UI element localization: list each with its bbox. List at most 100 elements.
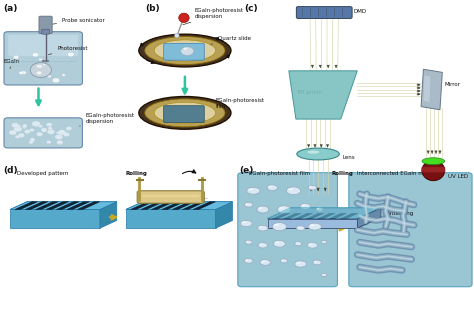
Text: EGaIn-photoresist
dispersion: EGaIn-photoresist dispersion <box>183 8 243 25</box>
Text: Developed pattern: Developed pattern <box>17 171 69 176</box>
Ellipse shape <box>422 160 445 181</box>
Ellipse shape <box>245 240 252 244</box>
Circle shape <box>57 140 63 145</box>
Polygon shape <box>130 202 153 209</box>
Circle shape <box>43 64 46 66</box>
Circle shape <box>22 124 27 127</box>
Ellipse shape <box>300 203 310 209</box>
Ellipse shape <box>279 207 284 209</box>
FancyBboxPatch shape <box>39 16 52 33</box>
Ellipse shape <box>286 187 301 195</box>
Circle shape <box>19 71 23 74</box>
Circle shape <box>42 130 46 132</box>
Ellipse shape <box>36 65 42 68</box>
Ellipse shape <box>309 186 312 187</box>
Ellipse shape <box>272 223 286 231</box>
Ellipse shape <box>259 244 263 245</box>
FancyBboxPatch shape <box>349 173 472 287</box>
Ellipse shape <box>248 188 253 190</box>
Polygon shape <box>10 202 117 209</box>
Polygon shape <box>340 213 358 219</box>
Polygon shape <box>36 202 58 209</box>
Polygon shape <box>318 213 335 219</box>
Polygon shape <box>216 202 232 228</box>
Circle shape <box>66 126 72 131</box>
Polygon shape <box>77 202 100 209</box>
Text: (b): (b) <box>145 4 159 13</box>
Circle shape <box>58 130 66 135</box>
Text: EGaIn: EGaIn <box>3 59 19 69</box>
Text: Mirror: Mirror <box>445 82 461 87</box>
Circle shape <box>48 127 52 130</box>
FancyBboxPatch shape <box>164 44 204 60</box>
Circle shape <box>23 126 27 129</box>
Polygon shape <box>15 202 37 209</box>
FancyBboxPatch shape <box>238 173 337 287</box>
Circle shape <box>46 123 52 127</box>
Ellipse shape <box>321 241 327 244</box>
Ellipse shape <box>321 273 327 276</box>
Polygon shape <box>126 202 232 209</box>
Ellipse shape <box>145 37 225 64</box>
Ellipse shape <box>296 226 305 230</box>
Circle shape <box>56 131 61 134</box>
Ellipse shape <box>245 259 253 263</box>
Polygon shape <box>267 219 357 228</box>
Ellipse shape <box>259 226 263 228</box>
Text: Photoresist: Photoresist <box>48 47 88 54</box>
Polygon shape <box>283 213 301 219</box>
Ellipse shape <box>297 148 339 160</box>
Ellipse shape <box>273 240 285 247</box>
Circle shape <box>21 71 27 74</box>
Text: (e): (e) <box>239 166 254 175</box>
Circle shape <box>67 52 74 57</box>
Circle shape <box>48 75 51 77</box>
Polygon shape <box>126 209 216 228</box>
Circle shape <box>29 141 33 144</box>
Circle shape <box>36 132 43 136</box>
Ellipse shape <box>260 260 270 265</box>
Ellipse shape <box>297 227 301 228</box>
Circle shape <box>46 141 51 144</box>
FancyBboxPatch shape <box>4 32 82 85</box>
Text: UV LED: UV LED <box>447 174 468 179</box>
FancyBboxPatch shape <box>42 29 49 34</box>
FancyBboxPatch shape <box>137 191 204 203</box>
Ellipse shape <box>258 243 267 248</box>
Text: EGaIn-photoresist
dispersion: EGaIn-photoresist dispersion <box>80 113 135 126</box>
Polygon shape <box>162 202 184 209</box>
Text: DMD: DMD <box>354 9 367 14</box>
Ellipse shape <box>281 259 288 263</box>
Ellipse shape <box>261 260 265 262</box>
Polygon shape <box>267 217 381 228</box>
Polygon shape <box>151 202 174 209</box>
Circle shape <box>11 123 19 127</box>
Polygon shape <box>329 213 346 219</box>
Ellipse shape <box>296 242 298 244</box>
Polygon shape <box>10 209 100 228</box>
Circle shape <box>64 132 70 136</box>
Ellipse shape <box>179 13 189 23</box>
Circle shape <box>18 133 25 138</box>
Ellipse shape <box>258 207 263 209</box>
Ellipse shape <box>308 223 321 230</box>
Circle shape <box>29 129 34 132</box>
Ellipse shape <box>313 260 321 265</box>
Ellipse shape <box>295 242 302 246</box>
Polygon shape <box>182 202 205 209</box>
Ellipse shape <box>282 259 284 261</box>
Circle shape <box>55 134 63 140</box>
Circle shape <box>30 140 35 143</box>
Text: Quartz slide: Quartz slide <box>202 36 251 47</box>
Ellipse shape <box>246 203 248 205</box>
Ellipse shape <box>267 185 277 191</box>
Circle shape <box>47 129 55 134</box>
Ellipse shape <box>274 224 279 226</box>
Ellipse shape <box>275 241 279 244</box>
Ellipse shape <box>154 102 216 123</box>
Ellipse shape <box>174 33 179 38</box>
Ellipse shape <box>240 220 252 227</box>
Ellipse shape <box>139 96 231 129</box>
Polygon shape <box>126 202 232 209</box>
Ellipse shape <box>295 261 307 267</box>
